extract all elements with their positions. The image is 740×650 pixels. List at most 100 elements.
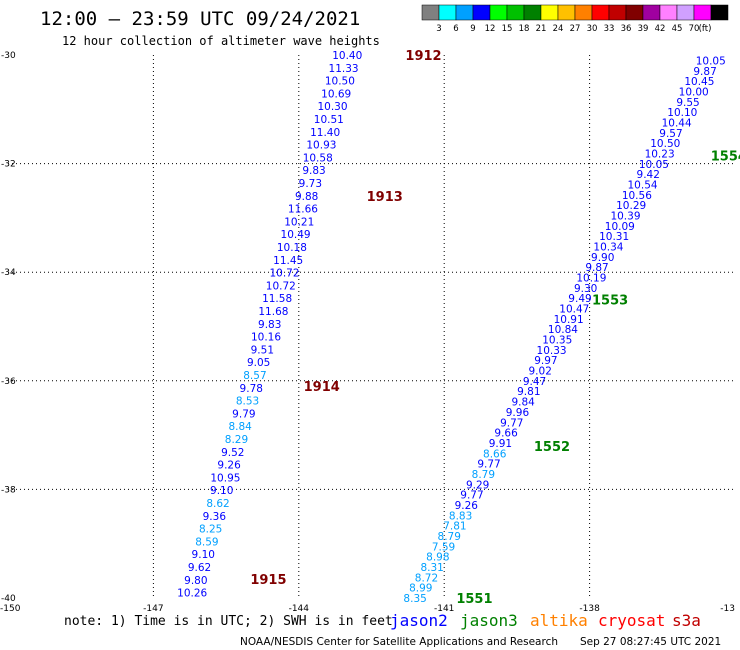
- colorbar-swatch: [506, 4, 525, 21]
- swh-value: 10.95: [210, 472, 240, 484]
- colorbar-label: 30: [587, 24, 598, 34]
- satellite-legend: jason2 jason3 altika cryosat s3a: [390, 611, 701, 630]
- swh-value: 9.80: [184, 575, 207, 587]
- swh-value: 9.84: [511, 397, 535, 409]
- pass-label: 1913: [367, 190, 403, 205]
- swh-value: 11.68: [258, 306, 288, 318]
- swh-value: 9.57: [659, 128, 682, 140]
- colorbar-label: 6: [453, 24, 458, 34]
- swh-value: 8.25: [199, 524, 222, 536]
- colorbar-label: 3: [436, 24, 441, 34]
- swh-value: 10.58: [303, 152, 333, 164]
- swh-value: 10.00: [679, 86, 709, 98]
- colorbar-swatch: [710, 4, 729, 21]
- swh-value: 10.19: [576, 273, 606, 285]
- swh-value: 10.93: [306, 140, 336, 152]
- satellite-legend-altika: altika: [530, 611, 588, 630]
- swh-value: 10.26: [177, 588, 207, 600]
- swh-value: 10.18: [277, 242, 307, 254]
- y-tick-label: -34: [1, 268, 16, 278]
- swh-value: 9.52: [221, 447, 244, 459]
- swh-value: 10.84: [548, 324, 578, 336]
- swh-value: 10.72: [269, 268, 299, 280]
- swh-value: 7.59: [432, 541, 455, 553]
- swh-value: 10.49: [281, 229, 311, 241]
- swh-value: 9.29: [466, 479, 489, 491]
- swh-value: 8.53: [236, 396, 259, 408]
- satellite-legend-cryosat: cryosat: [598, 611, 665, 630]
- swh-value: 11.66: [288, 204, 318, 216]
- colorbar-swatch: [574, 4, 593, 21]
- swh-value: 11.40: [310, 127, 340, 139]
- colorbar-swatch: [438, 4, 457, 21]
- swh-value: 10.44: [662, 117, 692, 129]
- swh-value: 10.34: [593, 242, 623, 254]
- swh-value: 9.05: [247, 357, 270, 369]
- colorbar-label: 45: [672, 24, 683, 34]
- swh-value: 10.72: [266, 280, 296, 292]
- swh-value: 9.90: [591, 252, 614, 264]
- swh-value: 8.79: [472, 469, 495, 481]
- swh-value: 10.31: [599, 231, 629, 243]
- colorbar-swatch: [625, 4, 644, 21]
- colorbar-swatch: [642, 4, 661, 21]
- swh-value: 9.66: [494, 428, 518, 440]
- swh-value: 8.35: [403, 593, 426, 605]
- colorbar-label: 36: [621, 24, 632, 34]
- x-tick-label: -147: [143, 604, 163, 614]
- colorbar-swatch: [472, 4, 491, 21]
- swh-value: 9.91: [489, 438, 512, 450]
- colorbar-label: 21: [536, 24, 547, 34]
- pass-label: 1552: [534, 440, 570, 455]
- y-tick-label: -32: [1, 160, 16, 170]
- chart-title: 12:00 – 23:59 UTC 09/24/2021: [40, 8, 360, 30]
- swh-value: 7.81: [443, 521, 466, 533]
- colorbar-label: (ft): [699, 24, 712, 34]
- swh-value: 10.30: [317, 101, 347, 113]
- swh-value: 11.33: [329, 63, 359, 75]
- swh-value: 9.10: [192, 549, 215, 561]
- colorbar-label: 15: [502, 24, 513, 34]
- swh-value: 10.39: [610, 210, 640, 222]
- swh-value: 9.87: [585, 262, 608, 274]
- swh-value: 10.50: [650, 138, 680, 150]
- satellite-legend-jason2: jason2: [390, 611, 448, 630]
- colorbar-swatch: [659, 4, 678, 21]
- swh-value: 9.30: [574, 283, 597, 295]
- swh-value: 9.55: [676, 97, 699, 109]
- swh-value: 9.36: [203, 511, 227, 523]
- colorbar-swatch: [523, 4, 542, 21]
- swh-value: 8.72: [415, 572, 438, 584]
- y-tick-label: -38: [1, 485, 16, 495]
- swh-value: 9.10: [210, 485, 233, 497]
- x-tick-label: -141: [434, 604, 454, 614]
- swh-value: 10.09: [605, 221, 635, 233]
- wave-height-marks: 10.4011.3310.5010.6910.3010.5111.4010.93…: [177, 49, 740, 607]
- y-tick-label: -36: [1, 377, 16, 387]
- colorbar-swatch: [676, 4, 695, 21]
- swh-value: 11.45: [273, 255, 303, 267]
- swh-value: 10.40: [332, 50, 362, 62]
- footer-note: note: 1) Time is in UTC; 2) SWH is in fe…: [64, 614, 393, 629]
- colorbar-label: 33: [604, 24, 615, 34]
- grid: [8, 55, 735, 598]
- swh-value: 10.10: [667, 107, 697, 119]
- colorbar-label: 27: [570, 24, 581, 34]
- swh-value: 9.78: [240, 383, 263, 395]
- colorbar-label: 24: [553, 24, 564, 34]
- swh-value: 11.58: [262, 293, 292, 305]
- swh-value: 9.83: [302, 165, 325, 177]
- satellite-legend-s3a: s3a: [672, 611, 701, 630]
- swh-value: 9.26: [455, 500, 479, 512]
- swh-value: 9.73: [299, 178, 322, 190]
- colorbar-swatch: [455, 4, 474, 21]
- swh-value: 8.79: [438, 531, 461, 543]
- swh-value: 10.47: [559, 304, 589, 316]
- swh-value: 9.83: [258, 319, 281, 331]
- colorbar-swatch: [608, 4, 627, 21]
- colorbar-label: 42: [655, 24, 666, 34]
- swh-value: 8.98: [426, 552, 449, 564]
- colorbar-label: 9: [470, 24, 475, 34]
- swh-value: 10.05: [696, 55, 726, 67]
- colorbar-swatch: [421, 4, 440, 21]
